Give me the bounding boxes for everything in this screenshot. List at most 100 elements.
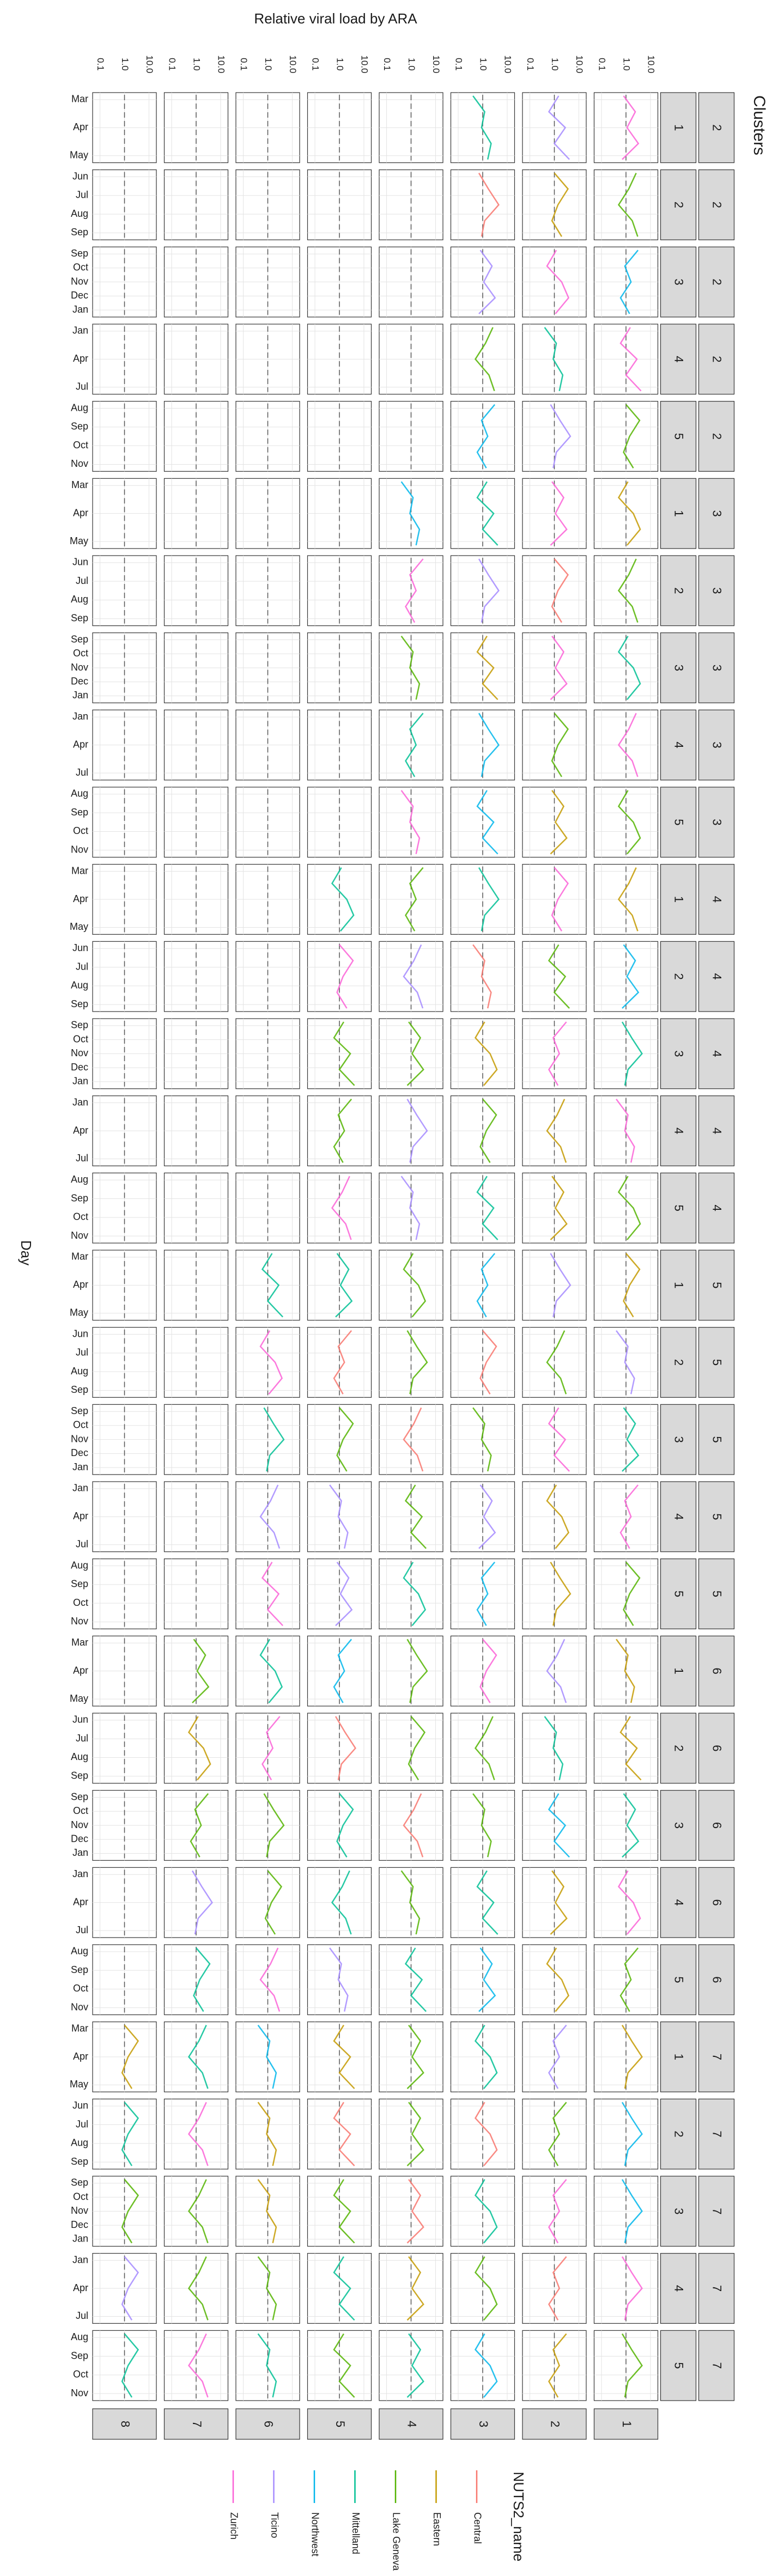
trace <box>546 1947 570 2012</box>
trace <box>550 404 572 468</box>
trace <box>121 2024 139 2089</box>
strip <box>660 1635 697 1707</box>
strip <box>660 1172 697 1244</box>
strip-label: 5 <box>672 1976 686 1983</box>
strip <box>698 1713 735 1784</box>
strip <box>660 1095 697 1166</box>
strip-label: 3 <box>672 279 686 285</box>
strip <box>698 1172 735 1244</box>
trace <box>622 95 640 160</box>
trace <box>548 2102 567 2166</box>
trace <box>406 2102 424 2166</box>
day-label: Sep <box>71 1964 88 1975</box>
trace <box>406 2024 424 2090</box>
day-label: Mar <box>71 865 88 876</box>
day-label: Jul <box>76 1347 88 1358</box>
strip <box>660 324 697 395</box>
strip <box>163 2408 229 2440</box>
trace <box>621 2179 643 2243</box>
strip <box>698 1790 735 1861</box>
x-tick-label: 1.0 <box>263 58 273 71</box>
day-label: Sep <box>71 998 88 1009</box>
day-label: May <box>70 2079 88 2090</box>
strip-label: 3 <box>710 742 724 748</box>
strip-label: 5 <box>710 1282 724 1288</box>
day-label: Apr <box>73 121 88 132</box>
strip <box>660 1481 697 1552</box>
strip-label: 5 <box>672 1591 686 1597</box>
day-label: Aug <box>71 594 88 605</box>
trace <box>259 1639 283 1703</box>
trace <box>257 2024 277 2089</box>
strip <box>698 709 735 781</box>
strip-label: 6 <box>710 1976 724 1983</box>
x-tick-label: 1.0 <box>622 58 632 71</box>
trace <box>264 1870 283 1935</box>
trace <box>617 558 639 623</box>
trace <box>121 2256 139 2321</box>
x-tick-label: 1.0 <box>335 58 345 71</box>
legend-label: Lake Geneva <box>391 2512 402 2571</box>
facet-title: Clusters <box>750 95 768 155</box>
strip-label: 5 <box>710 1591 724 1597</box>
strip-label: 1 <box>672 124 686 131</box>
trace <box>331 1176 352 1240</box>
strip-label: 6 <box>710 1899 724 1906</box>
trace <box>408 1716 426 1781</box>
strip-label: 3 <box>477 2421 490 2427</box>
trace <box>262 1716 281 1781</box>
trace <box>400 1870 421 1935</box>
day-label: Nov <box>71 276 88 287</box>
trace <box>329 1947 349 2012</box>
x-tick-label: 10.0 <box>288 55 298 73</box>
trace <box>617 1176 641 1240</box>
day-label: Dec <box>71 675 88 686</box>
strip-label: 4 <box>710 973 724 980</box>
trace <box>546 1484 570 1549</box>
strip <box>698 1404 735 1475</box>
strip-label: 3 <box>710 587 724 594</box>
trace <box>476 790 499 855</box>
strip <box>698 1558 735 1629</box>
day-label: Jun <box>72 1328 88 1339</box>
trace <box>257 2333 277 2398</box>
strip <box>698 401 735 472</box>
day-label: Sep <box>71 2350 88 2361</box>
trace <box>406 1639 428 1703</box>
strip-label: 7 <box>710 2285 724 2292</box>
x-tick-label: 1.0 <box>478 58 489 71</box>
trace <box>403 1407 424 1472</box>
strip-label: 1 <box>672 1668 686 1674</box>
trace <box>403 1562 427 1627</box>
trace <box>333 1639 352 1703</box>
strip <box>698 1867 735 1938</box>
day-label: Jan <box>72 1461 88 1472</box>
day-label: Aug <box>71 1946 88 1957</box>
strip <box>660 2176 697 2247</box>
day-label: Sep <box>71 1770 88 1781</box>
strip <box>698 555 735 626</box>
trace <box>621 2333 643 2398</box>
day-label: Oct <box>73 1805 88 1816</box>
trace <box>406 1099 428 1163</box>
trace <box>190 1793 209 1858</box>
trace <box>257 2102 277 2166</box>
trace <box>478 558 500 623</box>
x-tick-label: 10.0 <box>431 55 441 73</box>
strip <box>698 1018 735 1089</box>
trace <box>259 1330 283 1395</box>
strip <box>307 2408 372 2440</box>
trace <box>616 1639 635 1703</box>
strip <box>660 246 697 318</box>
day-label: Jan <box>72 2254 88 2265</box>
day-label: Sep <box>71 1405 88 1416</box>
trace <box>546 249 570 314</box>
trace <box>263 1407 285 1472</box>
day-label: Oct <box>73 1420 88 1430</box>
day-label: Jul <box>76 1153 88 1164</box>
trace <box>623 1253 641 1318</box>
strip <box>698 2098 735 2170</box>
trace <box>617 636 641 701</box>
day-label: Apr <box>73 1279 88 1290</box>
